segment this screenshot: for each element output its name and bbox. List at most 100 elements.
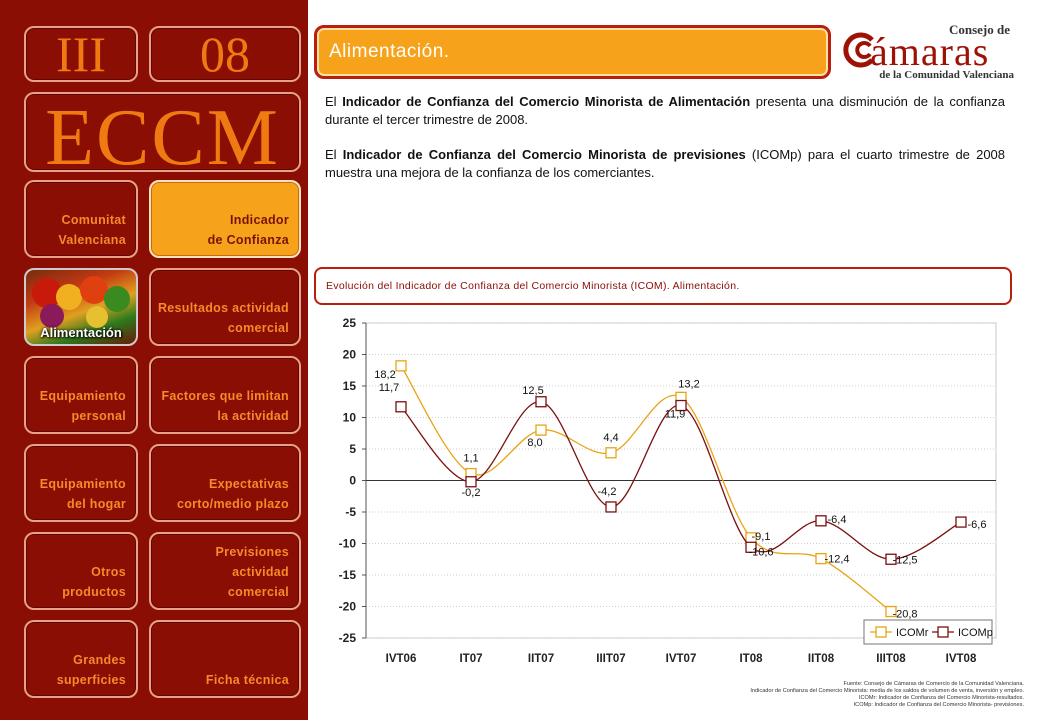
p2-post: (ICOMp) para el cuarto trimestre de 2008… [325, 147, 1006, 180]
x-tick-label: IIIT07 [596, 653, 625, 665]
data-point-icomp [815, 515, 827, 527]
data-point-icomp [675, 399, 687, 412]
nav-label: Comunitat Valenciana [58, 213, 126, 247]
nav-label: Factores que limitan la actividad [161, 389, 289, 423]
fruit-shape [80, 276, 108, 304]
nav-ficha-tecnica[interactable]: Ficha técnica [149, 620, 301, 698]
nav-label: Grandes superficies [56, 653, 126, 687]
icom-line-chart: 25 20 15 10 5 0 -5 -10 -15 -20 -25 IVT06 IT07 IIT07 II… [339, 316, 997, 665]
y-tick-label: 0 [349, 474, 356, 488]
data-label-icomr: -20,8 [892, 609, 917, 621]
y-tick-label: 10 [343, 411, 357, 425]
x-tick-label: IVT07 [666, 653, 697, 665]
legend-marker-icomp [937, 626, 949, 638]
y-tick-label: -20 [339, 600, 357, 614]
logo-main: ámaras [870, 29, 990, 74]
y-tick-label: -25 [339, 631, 357, 645]
camaras-logo: Consejo de ámaras de la Comunidad Valenc… [842, 22, 1014, 84]
data-point-icomp [535, 396, 547, 408]
x-tick-label: IVT08 [946, 653, 977, 665]
p2-bold: Indicador de Confianza del Comercio Mino… [342, 147, 746, 162]
data-label-icomp: -0,2 [462, 487, 481, 499]
eccm-box: ECCM [24, 92, 301, 182]
data-label-icomr: 18,2 [374, 369, 395, 381]
data-point-icomp [465, 476, 477, 488]
source-line: Fuente: Consejo de Cámaras de Comercio d… [843, 681, 1024, 687]
data-point-icomr [535, 424, 547, 436]
x-tick-label: IT08 [739, 653, 763, 665]
logo-line1: Consejo de [948, 22, 1010, 37]
nav-comunitat-valenciana[interactable]: Comunitat Valenciana [24, 180, 138, 258]
data-label-icomp: -4,2 [598, 486, 617, 498]
y-tick-label: 25 [343, 316, 357, 330]
page-title: Alimentación. [329, 41, 450, 62]
data-label-icomp: -6,6 [968, 519, 987, 531]
y-tick-label: 15 [343, 379, 357, 393]
data-label-icomr: 4,4 [603, 432, 618, 444]
nav-expectativas[interactable]: Expectativas corto/medio plazo [149, 444, 301, 522]
x-tick-label: IIT07 [528, 653, 554, 665]
nav-label: Otros productos [62, 565, 126, 599]
nav-equipamiento-hogar[interactable]: Equipamiento del hogar [24, 444, 138, 522]
fruit-shape [104, 286, 130, 312]
nav-equipamiento-personal[interactable]: Equipamiento personal [24, 356, 138, 434]
data-point-icomp [395, 401, 407, 413]
nav-label: Equipamiento personal [39, 389, 126, 423]
nav-label: Previsiones actividad comercial [215, 545, 289, 599]
x-tick-label: IT07 [459, 653, 482, 665]
page-number-box: 08 [149, 26, 301, 82]
section-code: III [56, 26, 106, 82]
source-line: Indicador de Confianza del Comercio Mino… [750, 688, 1024, 694]
data-label-icomp: 12,5 [522, 385, 543, 397]
eccm-title: ECCM [45, 94, 280, 182]
data-label-icomr: 1,1 [463, 453, 478, 465]
p1-post: presenta una disminución de la confianza… [325, 94, 1005, 127]
data-label-icomp: -12,5 [892, 554, 917, 566]
x-tick-label: IVT06 [386, 653, 417, 665]
alimentacion-photo[interactable]: Alimentación [24, 268, 138, 346]
page-number: 08 [200, 26, 250, 82]
nav-indicador-confianza[interactable]: Indicador de Confianza [149, 180, 301, 258]
fruit-shape [86, 306, 108, 328]
nav-label: Indicador de Confianza [207, 213, 289, 247]
nav-previsiones-actividad[interactable]: Previsiones actividad comercial [149, 532, 301, 610]
legend-label-icomp: ICOMp [958, 627, 993, 639]
sidebar: III 08 ECCM Comunitat Valenciana Indicad… [0, 0, 308, 720]
data-label-icomr: -9,1 [752, 531, 771, 543]
data-point-icomr [605, 447, 617, 459]
data-point-icomr [885, 605, 897, 618]
data-label-icomp: 11,9 [665, 409, 686, 421]
nav-grandes-superficies[interactable]: Grandes superficies [24, 620, 138, 698]
data-point-icomp [955, 516, 967, 528]
nav-label: Resultados actividad comercial [157, 301, 289, 335]
page-title-bar: Alimentación. [314, 25, 831, 79]
paragraph-1: El Indicador de Confianza del Comercio M… [325, 93, 1005, 129]
data-label-icomr: 8,0 [527, 437, 542, 449]
legend-label-icomr: ICOMr [896, 627, 929, 639]
sources-notes: Fuente: Consejo de Cámaras de Comercio d… [564, 681, 1024, 709]
nav-label: Expectativas corto/medio plazo [176, 477, 289, 511]
x-tick-label: IIIT08 [876, 653, 906, 665]
nav-resultados-actividad[interactable]: Resultados actividad comercial [149, 268, 301, 346]
nav-otros-productos[interactable]: Otros productos [24, 532, 138, 610]
fruit-shape [40, 304, 64, 328]
nav-factores-limitan[interactable]: Factores que limitan la actividad [149, 356, 301, 434]
y-tick-label: -5 [345, 505, 356, 519]
x-tick-label: IIT08 [808, 653, 835, 665]
source-line: ICOMr: Indicador de Confianza del Comerc… [858, 695, 1024, 701]
section-code-box: III [24, 26, 138, 82]
data-label-icomp: -10,6 [748, 546, 773, 558]
legend-marker-icomr [875, 626, 887, 638]
p1-bold: Indicador de Confianza del Comercio Mino… [342, 94, 751, 109]
data-label-icomr: -12,4 [824, 554, 849, 566]
paragraph-2: El Indicador de Confianza del Comercio M… [325, 146, 1005, 182]
data-label-icomp: 11,7 [379, 382, 400, 394]
nav-label: Equipamiento del hogar [39, 477, 126, 511]
data-point-icomp [745, 541, 757, 553]
data-point-icomp [605, 501, 617, 513]
p2-pre: El [325, 147, 343, 162]
y-tick-label: -10 [339, 537, 357, 551]
y-tick-label: 5 [349, 442, 356, 456]
chart-caption-bar: Evolución del Indicador de Confianza del… [314, 267, 1012, 305]
data-label-icomp: -6,4 [828, 514, 847, 526]
